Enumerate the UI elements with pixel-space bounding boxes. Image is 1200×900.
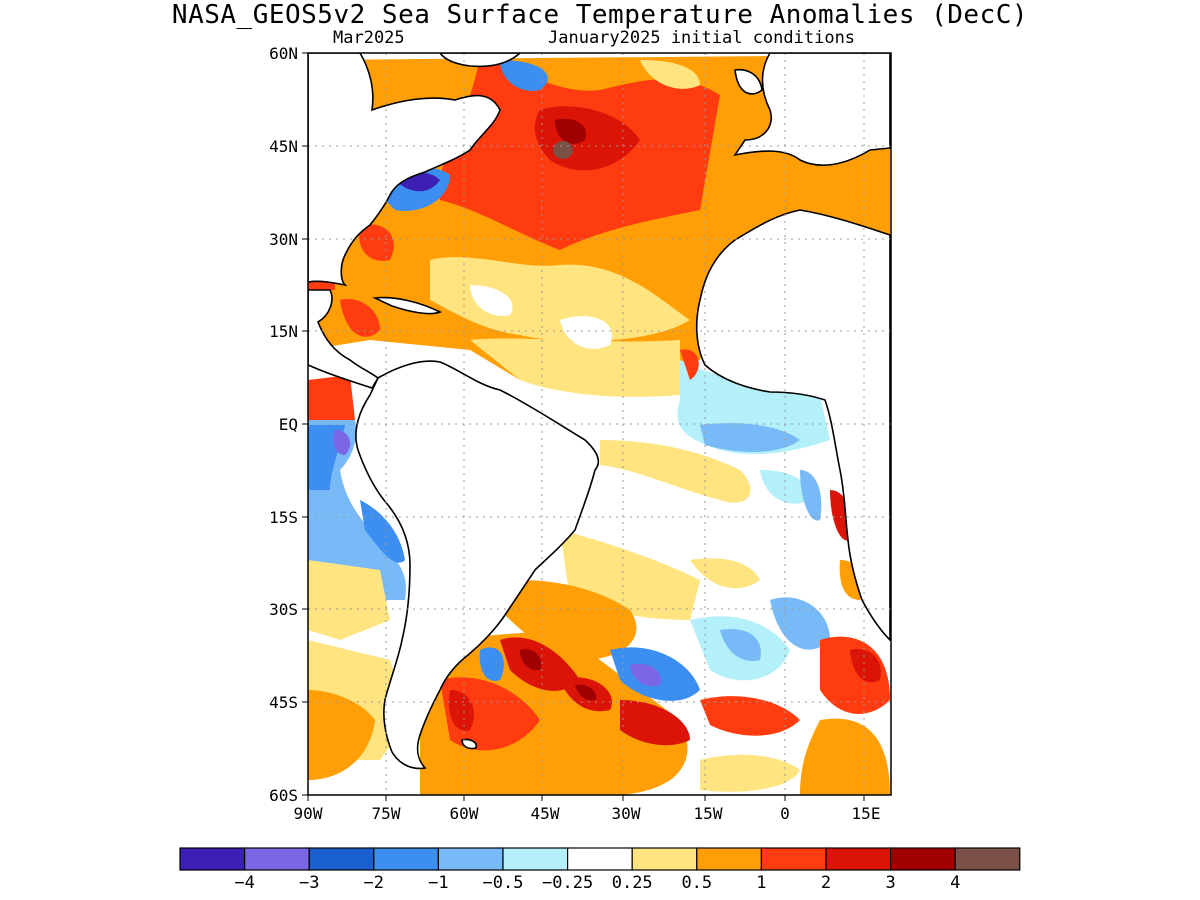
colorbar-swatch xyxy=(179,847,246,871)
initial-conditions: January2025 initial conditions xyxy=(548,28,856,48)
colorbar-label: 1 xyxy=(756,873,766,893)
colorbar-label: −3 xyxy=(299,873,319,893)
colorbar-swatch xyxy=(760,847,827,871)
colorbar-label: 0.5 xyxy=(681,873,712,893)
colorbar-swatch xyxy=(889,847,956,871)
lon-label: 0 xyxy=(780,804,790,823)
graticule xyxy=(308,53,891,795)
lat-label: 15N xyxy=(269,322,298,341)
latitude-labels: 60N 45N 30N 15N EQ 15S 30S 45S 60S xyxy=(269,44,298,805)
colorbar-swatch xyxy=(954,847,1021,871)
lat-label: 15S xyxy=(269,508,298,527)
colorbar-label: 4 xyxy=(950,873,960,893)
lat-label: 60S xyxy=(269,786,298,805)
colorbar-swatch xyxy=(244,847,310,871)
colorbar-swatch xyxy=(696,847,762,871)
lat-label: 30S xyxy=(269,600,298,619)
lon-label: 90W xyxy=(294,804,323,823)
lat-label: 30N xyxy=(269,230,298,249)
lon-label: 75W xyxy=(372,804,401,823)
lat-label: 60N xyxy=(269,44,298,63)
colorbar-swatch xyxy=(502,847,569,871)
lon-label: 15W xyxy=(694,804,723,823)
colorbar-swatch xyxy=(631,847,698,871)
lon-label: 45W xyxy=(531,804,560,823)
axis-ticks xyxy=(302,52,865,801)
map-title: NASA_GEOS5v2 Sea Surface Temperature Ano… xyxy=(171,0,1029,30)
colorbar-swatch xyxy=(308,847,375,871)
colorbar-label: −2 xyxy=(364,873,384,893)
colorbar-swatch xyxy=(437,847,504,871)
forecast-month: Mar2025 xyxy=(333,28,405,48)
colorbar-label: −4 xyxy=(234,873,254,893)
lat-label: EQ xyxy=(279,415,298,434)
colorbar-label: −1 xyxy=(428,873,448,893)
colorbar-label: 0.25 xyxy=(612,873,653,893)
colorbar xyxy=(179,847,1021,871)
longitude-labels: 90W 75W 60W 45W 30W 15W 0 15E xyxy=(294,804,881,823)
lon-label: 30W xyxy=(612,804,641,823)
colorbar-label: 2 xyxy=(821,873,831,893)
colorbar-swatch xyxy=(373,847,439,871)
colorbar-swatch xyxy=(566,847,633,871)
lon-label: 15E xyxy=(852,804,881,823)
lon-label: 60W xyxy=(450,804,479,823)
colorbar-label: −0.25 xyxy=(542,873,593,893)
lat-label: 45S xyxy=(269,693,298,712)
lat-label: 45N xyxy=(269,137,298,156)
land-masses xyxy=(308,53,891,770)
colorbar-label: 3 xyxy=(885,873,895,893)
colorbar-labels: −4 −3 −2 −1 −0.5 −0.25 0.25 0.5 1 2 3 4 xyxy=(234,873,960,893)
colorbar-label: −0.5 xyxy=(483,873,524,893)
plot-area xyxy=(308,53,891,795)
colorbar-swatch xyxy=(825,847,892,871)
